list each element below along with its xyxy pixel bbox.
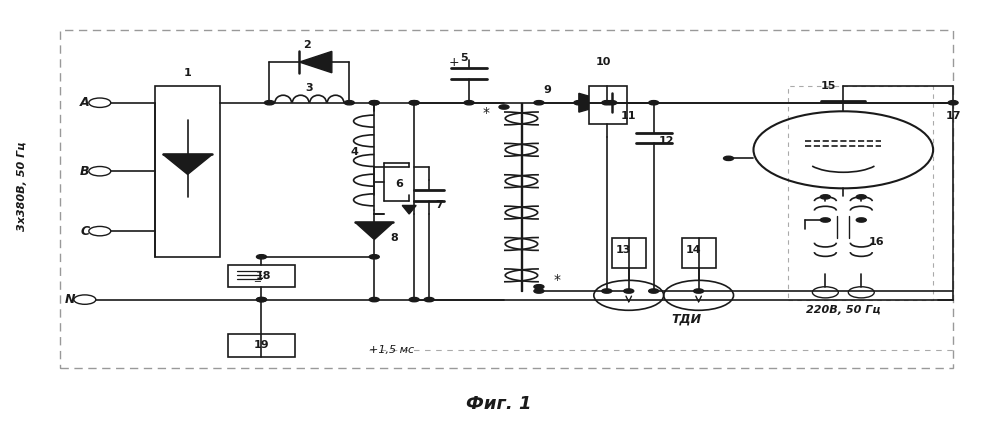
Circle shape	[424, 297, 434, 302]
Text: 2: 2	[303, 40, 311, 50]
FancyBboxPatch shape	[612, 238, 646, 268]
Circle shape	[948, 101, 958, 105]
Text: 16: 16	[868, 237, 884, 247]
Text: 220В, 50 Гц: 220В, 50 Гц	[806, 305, 880, 315]
Text: +1,5 мс: +1,5 мс	[369, 345, 414, 355]
FancyBboxPatch shape	[228, 265, 295, 287]
Circle shape	[649, 101, 659, 105]
Text: C: C	[80, 225, 90, 238]
Circle shape	[369, 297, 379, 302]
Circle shape	[820, 195, 830, 199]
Text: 1: 1	[184, 68, 192, 78]
Text: Фиг. 1: Фиг. 1	[466, 395, 532, 413]
Polygon shape	[579, 93, 612, 112]
Circle shape	[602, 101, 612, 105]
Circle shape	[369, 101, 379, 105]
FancyBboxPatch shape	[589, 86, 627, 124]
Circle shape	[694, 289, 704, 293]
Text: 4: 4	[350, 147, 358, 157]
Circle shape	[534, 101, 544, 105]
Text: 3х380В, 50 Гц: 3х380В, 50 Гц	[17, 141, 27, 231]
Text: 6: 6	[395, 179, 403, 189]
Text: 15: 15	[820, 80, 836, 91]
Text: 3: 3	[305, 83, 313, 93]
Circle shape	[534, 285, 544, 289]
Text: 5: 5	[460, 53, 468, 63]
Text: ТДИ: ТДИ	[672, 312, 702, 325]
FancyBboxPatch shape	[228, 334, 295, 357]
Circle shape	[369, 101, 379, 105]
FancyBboxPatch shape	[155, 86, 220, 257]
Polygon shape	[299, 51, 331, 73]
Text: 10: 10	[596, 57, 612, 67]
Circle shape	[649, 289, 659, 293]
Text: 17: 17	[945, 110, 961, 121]
Text: N: N	[65, 293, 75, 306]
Text: B: B	[80, 165, 90, 178]
Circle shape	[534, 289, 544, 293]
Text: 18: 18	[255, 271, 271, 281]
Text: 11: 11	[621, 110, 637, 121]
FancyBboxPatch shape	[682, 238, 716, 268]
Circle shape	[856, 195, 866, 199]
Circle shape	[724, 156, 734, 160]
Circle shape	[256, 297, 266, 302]
Circle shape	[409, 101, 419, 105]
Circle shape	[264, 101, 274, 105]
Circle shape	[344, 101, 354, 105]
Polygon shape	[355, 223, 393, 240]
Text: 14: 14	[686, 245, 702, 256]
Circle shape	[820, 218, 830, 222]
Circle shape	[856, 218, 866, 222]
Text: 13: 13	[616, 245, 632, 256]
Polygon shape	[163, 155, 213, 175]
Circle shape	[624, 289, 634, 293]
Text: ─: ─	[254, 277, 260, 288]
Circle shape	[464, 101, 474, 105]
Circle shape	[602, 289, 612, 293]
Circle shape	[499, 105, 509, 109]
Polygon shape	[402, 205, 416, 214]
Circle shape	[256, 255, 266, 259]
Circle shape	[256, 297, 266, 302]
Text: 9: 9	[543, 85, 551, 95]
Text: A: A	[80, 96, 90, 109]
Text: *: *	[482, 107, 490, 120]
Circle shape	[574, 101, 584, 105]
Text: *: *	[553, 273, 561, 287]
Text: 8: 8	[390, 232, 398, 243]
Circle shape	[369, 255, 379, 259]
Text: +: +	[449, 56, 459, 68]
Circle shape	[409, 101, 419, 105]
Circle shape	[607, 101, 617, 105]
Text: 7: 7	[435, 200, 443, 211]
Circle shape	[409, 297, 419, 302]
Text: 19: 19	[253, 339, 269, 350]
Text: 12: 12	[659, 136, 675, 146]
